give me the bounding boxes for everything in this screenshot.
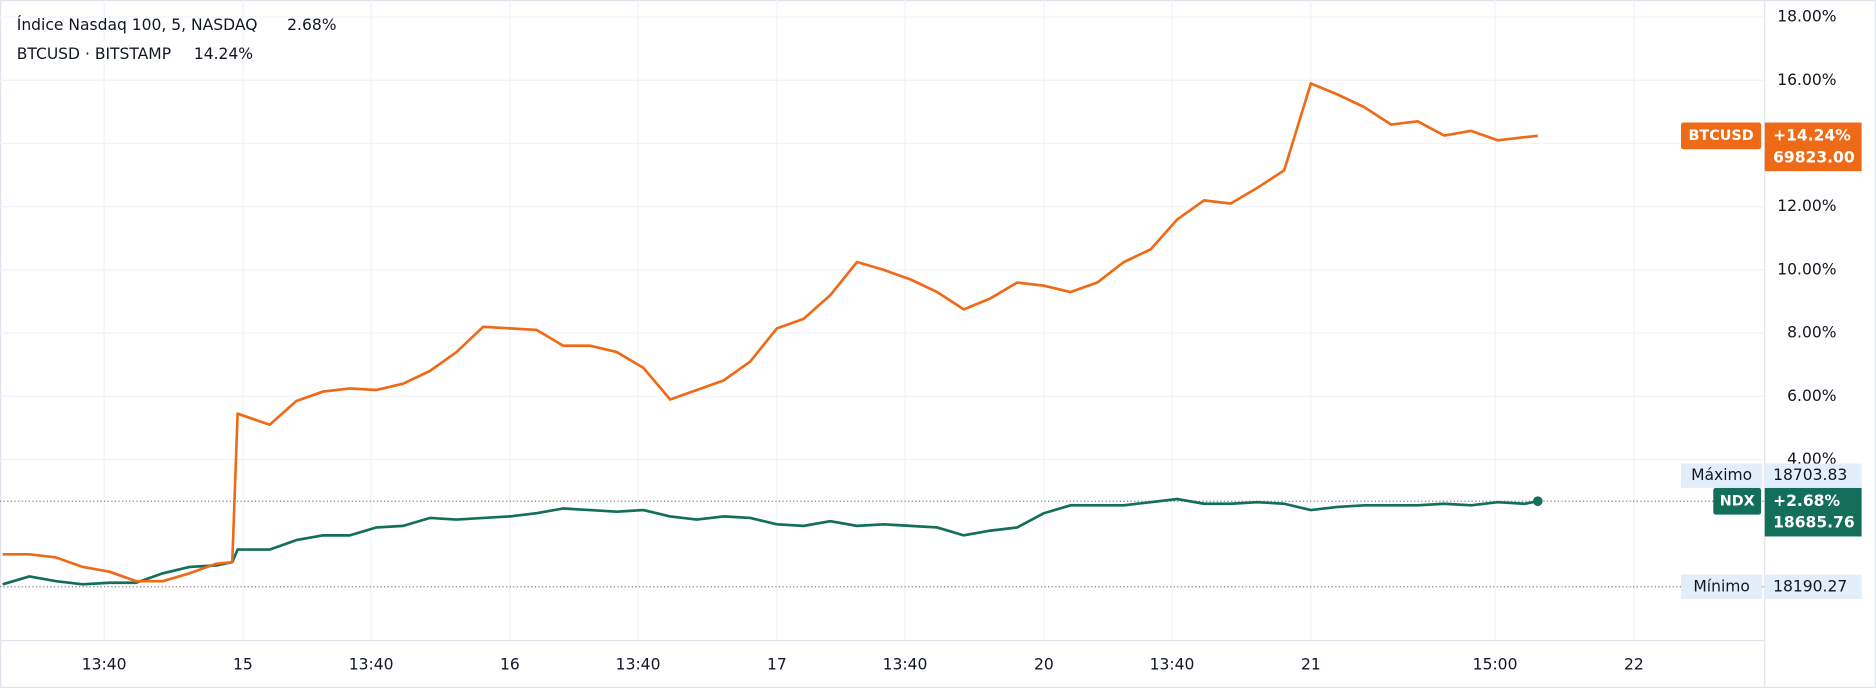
tag-name: NDX xyxy=(1720,493,1755,509)
legend-name: BTCUSD · BITSTAMP xyxy=(17,44,171,63)
x-tick-label: 17 xyxy=(767,654,787,673)
y-tick-label: 8.00% xyxy=(1787,323,1836,342)
series-line xyxy=(2,497,1539,586)
x-tick-label: 13:40 xyxy=(82,654,127,673)
legend-name: Índice Nasdaq 100, 5, NASDAQ xyxy=(17,15,258,34)
tag-name-box xyxy=(1713,487,1762,515)
hl-price-box xyxy=(1764,574,1862,599)
tag-value-box xyxy=(1764,487,1862,537)
x-tick-label: 13:40 xyxy=(616,654,661,673)
x-tick-label: 22 xyxy=(1624,654,1644,673)
hl-price-box xyxy=(1764,463,1862,488)
x-tick-label: 16 xyxy=(500,654,520,673)
price-tags: NDX +2.68% 18685.76 BTCUSD +14.24% 69823.00 Má… xyxy=(1680,122,1862,599)
y-tick-label: 12.00% xyxy=(1777,196,1836,215)
legend-change: 2.68% xyxy=(287,15,336,34)
hl-price: 18703.83 xyxy=(1773,465,1847,484)
tag-change: +2.68% xyxy=(1773,491,1840,510)
legend: Índice Nasdaq 100, 5, NASDAQ 2.68% BTCUS… xyxy=(17,15,337,63)
series-line xyxy=(2,82,1538,583)
grid xyxy=(0,0,1765,641)
x-tick-label: 15 xyxy=(233,654,253,673)
x-tick-label: 15:00 xyxy=(1473,654,1518,673)
tag-name: BTCUSD xyxy=(1688,128,1753,144)
plot xyxy=(0,82,1765,588)
hl-name-box xyxy=(1680,463,1763,488)
hl-price: 18190.27 xyxy=(1773,576,1847,595)
x-tick-label: 21 xyxy=(1301,654,1321,673)
y-tick-label: 6.00% xyxy=(1787,386,1836,405)
y-tick-label: 10.00% xyxy=(1777,259,1836,278)
tag-change: +14.24% xyxy=(1773,125,1851,144)
y-tick-label: 16.00% xyxy=(1777,70,1836,89)
axes: 4.00%6.00%8.00%10.00%12.00%14.00%16.00%1… xyxy=(82,6,1837,673)
tag-price: 18685.76 xyxy=(1773,513,1855,532)
y-tick-label: 18.00% xyxy=(1777,6,1836,25)
tag-value-box xyxy=(1764,122,1862,172)
tag-price: 69823.00 xyxy=(1773,147,1855,166)
hl-name: Mínimo xyxy=(1693,576,1750,595)
tag-name-box xyxy=(1680,122,1762,150)
hl-name-box xyxy=(1680,574,1763,599)
legend-change: 14.24% xyxy=(194,44,253,63)
hl-name: Máximo xyxy=(1691,465,1752,484)
x-tick-label: 13:40 xyxy=(349,654,394,673)
x-tick-label: 13:40 xyxy=(1150,654,1195,673)
x-tick-label: 20 xyxy=(1034,654,1054,673)
x-tick-label: 13:40 xyxy=(883,654,928,673)
last-point xyxy=(1533,496,1543,507)
y-tick-label: 4.00% xyxy=(1787,449,1836,468)
